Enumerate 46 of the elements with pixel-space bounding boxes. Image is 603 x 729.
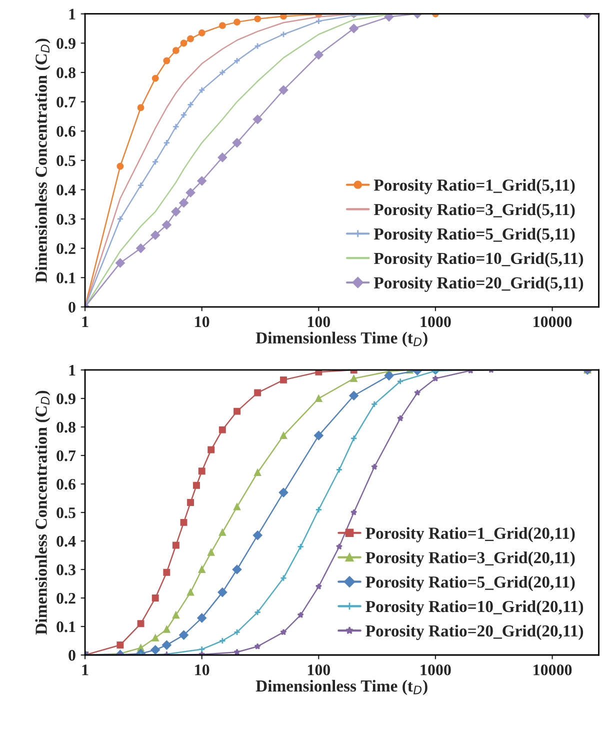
x-tick-label: 10000: [534, 664, 572, 676]
y-tick-label: 0.5: [56, 507, 76, 518]
y-tick-label: 0.8: [56, 422, 76, 433]
y-tick-label: 0.8: [56, 67, 76, 78]
y-tick-label: 0.2: [56, 592, 76, 604]
legend-label: Porosity Ratio=20_Grid(5,11): [374, 276, 584, 292]
y-tick-label: 0: [68, 302, 76, 313]
legend-label: Porosity Ratio=1_Grid(20,11): [366, 527, 575, 542]
legend-label: Porosity Ratio=5_Grid(20,11): [366, 576, 575, 592]
legend-label: Porosity Ratio=1_Grid(5,11): [374, 179, 575, 194]
x-axis-title: Dimensionless Time (t$_{D}$): [256, 680, 428, 696]
y-tick-label: 0.1: [56, 272, 76, 284]
x-tick-label: 100: [308, 664, 330, 676]
y-tick-label: 0.3: [56, 564, 76, 576]
y-tick-label: 0.7: [56, 96, 76, 108]
legend-label: Porosity Ratio=3_Grid(20,11): [366, 552, 575, 567]
y-tick-label: 0.6: [56, 126, 76, 137]
x-tick-label: 1: [82, 316, 88, 328]
y-tick-label: 0.9: [56, 393, 76, 404]
y-tick-label: 0.4: [56, 184, 76, 196]
legend-label: Porosity Ratio=20_Grid(20,11): [366, 624, 584, 640]
y-tick-label: 1: [69, 8, 76, 20]
x-tick-label: 1000: [420, 664, 451, 676]
y-tick-label: 0: [68, 650, 76, 661]
x-tick-label: 10: [195, 664, 210, 676]
x-tick-label: 10000: [534, 316, 572, 328]
y-tick-label: 0.1: [56, 621, 76, 632]
y-axis-title: Dimensionless Concentration (C$_{D}$): [35, 390, 50, 635]
y-tick-label: 0.7: [56, 450, 76, 462]
y-tick-label: 0.2: [56, 243, 76, 254]
x-tick-label: 1: [82, 664, 88, 676]
legend-label: Porosity Ratio=5_Grid(5,11): [374, 228, 575, 244]
legend-label: Porosity Ratio=3_Grid(5,11): [374, 203, 575, 219]
y-tick-label: 0.5: [56, 155, 76, 166]
y-tick-label: 0.6: [56, 478, 76, 490]
x-axis-title: Dimensionless Time (t$_{D}$): [256, 332, 428, 347]
x-tick-label: 100: [308, 316, 330, 328]
y-tick-label: 0.9: [56, 38, 76, 49]
y-tick-label: 1: [69, 364, 76, 376]
x-tick-label: 10: [195, 316, 210, 328]
x-tick-label: 1000: [420, 316, 451, 328]
legend-label: Porosity Ratio=10_Grid(20,11): [366, 600, 584, 616]
y-axis-title: Dimensionless Concentration (C$_{D}$): [35, 38, 50, 282]
legend-label: Porosity Ratio=10_Grid(5,11): [374, 252, 584, 268]
y-tick-label: 0.3: [56, 214, 76, 225]
y-tick-label: 0.4: [56, 536, 76, 547]
